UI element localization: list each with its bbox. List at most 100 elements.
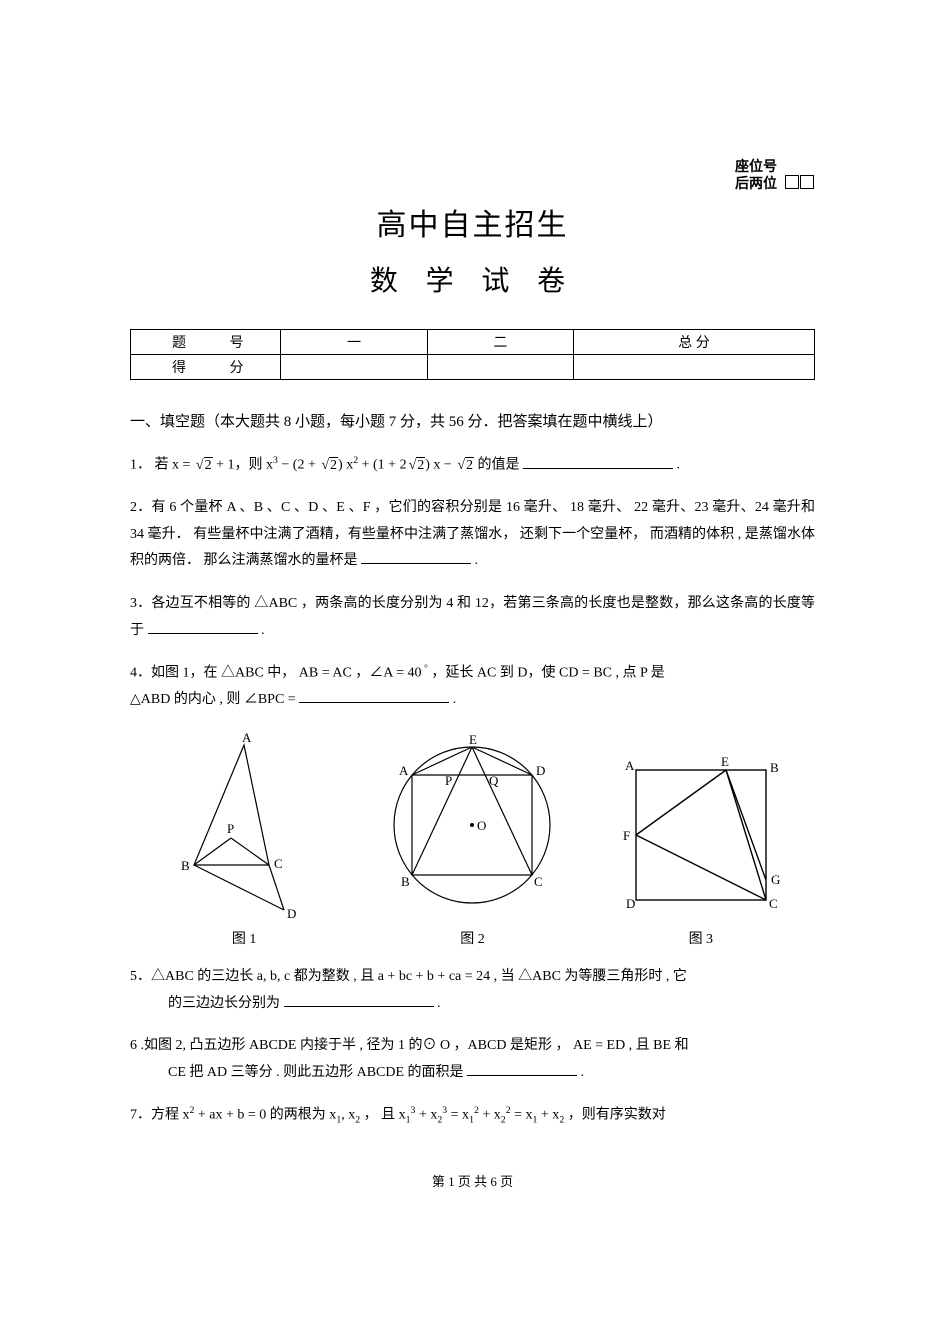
q1-t6: ) x − (425, 458, 455, 473)
q4-t3: △ABD 的内心 , 则 ∠BPC = (130, 692, 299, 707)
score-v-total[interactable] (573, 355, 814, 380)
q7-sub1c: 1 (469, 1115, 474, 1126)
q6-blank[interactable] (467, 1062, 577, 1076)
q1-sqrt2-1: 2 (194, 453, 213, 480)
question-3: 3．各边互不相等的 △ABC ，两条高的长度分别为 4 和 12，若第三条高的长… (130, 591, 815, 644)
q1-sqrt2-4: 2 (455, 453, 474, 480)
question-5: 5．△ABC 的三边长 a, b, c 都为整数 , 且 a + bc + b … (130, 964, 815, 1017)
q7-t5: + x (415, 1108, 437, 1123)
question-1: 1． 若 x = 2 + 1，则 x3 − (2 + 2) x2 + (1 + … (130, 452, 815, 479)
seat-digit-1[interactable] (785, 175, 799, 189)
score-v-1[interactable] (281, 355, 427, 380)
page-footer: 第 1 页 共 6 页 (130, 1171, 815, 1190)
q4-num: 4． (130, 666, 151, 681)
q1-t3: − (2 + (278, 458, 319, 473)
q6-period: . (577, 1065, 584, 1080)
fig3-label-F: F (623, 828, 630, 843)
score-h-2: 二 (427, 330, 573, 355)
q7-t10: ，则有序实数对 (564, 1108, 666, 1123)
q2-period: . (471, 553, 478, 568)
q7-t2: + ax + b = 0 的两根为 x (194, 1108, 336, 1123)
figure-1: A B C D P 图 1 (130, 730, 358, 948)
q7-t9: + x (537, 1108, 559, 1123)
q2-num: 2． (130, 500, 151, 515)
q3-blank[interactable] (148, 620, 258, 634)
fig3-label-A: A (625, 758, 635, 773)
fig2-caption: 图 2 (358, 928, 586, 948)
q6-t2: CE 把 AD 三等分 . 则此五边形 ABCDE 的面积是 (168, 1065, 467, 1080)
seat-label-line2: 后两位 (735, 177, 777, 192)
q4-period: . (449, 692, 456, 707)
fig1-label-B: B (181, 858, 190, 873)
q1-tail: 的值是 (474, 458, 523, 473)
q7-sub2c: 2 (501, 1115, 506, 1126)
q1-num: 1． (130, 458, 151, 473)
q5-blank[interactable] (284, 993, 434, 1007)
q4-t2: ，延长 AC 到 D，使 CD = BC , 点 P 是 (428, 666, 665, 681)
question-4: 4．如图 1，在 △ABC 中， AB = AC ，∠A = 40 ° ，延长 … (130, 660, 815, 714)
seat-squares (785, 175, 815, 194)
fig3-label-G: G (771, 872, 780, 887)
seat-label-line1: 座位号 (735, 160, 777, 175)
fig1-label-D: D (287, 906, 296, 920)
q5-period: . (434, 996, 441, 1011)
section-1-title: 一、填空题（本大题共 8 小题，每小题 7 分，共 56 分．把答案填在题中横线… (130, 410, 815, 434)
seat-digit-2[interactable] (800, 175, 814, 189)
score-h-1: 一 (281, 330, 427, 355)
q7-t7: + x (479, 1108, 501, 1123)
fig3-caption: 图 3 (587, 928, 815, 948)
q6-num: 6 . (130, 1038, 144, 1053)
fig2-label-Q: Q (489, 773, 499, 788)
sub-title: 数 学 试 卷 (130, 259, 815, 299)
q4-t1: 如图 1，在 △ABC 中， AB = AC ，∠A = 40 (151, 666, 422, 681)
fig3-label-D: D (626, 896, 635, 911)
fig2-label-B: B (401, 874, 410, 889)
q1-t4: ) x (338, 458, 353, 473)
q1-sqrt2-3: 2 (407, 453, 426, 480)
fig1-caption: 图 1 (130, 928, 358, 948)
score-table: 题 号 一 二 总 分 得 分 (130, 329, 815, 380)
q1-sqrt2-2: 2 (319, 453, 338, 480)
fig2-label-D: D (536, 763, 545, 778)
figure-1-svg: A B C D P (169, 730, 319, 920)
score-v-2[interactable] (427, 355, 573, 380)
fig2-label-E: E (469, 732, 477, 747)
question-7: 7．方程 x2 + ax + b = 0 的两根为 x1, x2 ， 且 x13… (130, 1102, 815, 1130)
q1-t2: + 1，则 x (213, 458, 273, 473)
q1-blank[interactable] (523, 455, 673, 469)
q1-period: . (673, 458, 680, 473)
q7-sub1b: 1 (406, 1115, 411, 1126)
fig3-label-B: B (770, 760, 779, 775)
q3-num: 3． (130, 596, 151, 611)
q7-num: 7． (130, 1108, 151, 1123)
main-title: 高中自主招生 (130, 200, 815, 244)
q2-blank[interactable] (361, 550, 471, 564)
seat-label: 座位号 后两位 (735, 160, 777, 194)
fig2-label-A: A (399, 763, 409, 778)
fig1-label-C: C (274, 856, 283, 871)
q6-t1: 如图 2, 凸五边形 ABCDE 内接于半 , 径为 1 的⊙ O ，ABCD … (144, 1038, 689, 1053)
fig2-label-P: P (445, 773, 452, 788)
figure-2: E A D B C P Q O 图 2 (358, 730, 586, 948)
q7-t6: = x (447, 1108, 469, 1123)
fig2-label-O: O (477, 818, 486, 833)
score-header-row: 题 号 一 二 总 分 (131, 330, 815, 355)
question-6: 6 .如图 2, 凸五边形 ABCDE 内接于半 , 径为 1 的⊙ O ，AB… (130, 1033, 815, 1086)
score-v-label: 得 分 (131, 355, 281, 380)
score-h-total: 总 分 (573, 330, 814, 355)
q7-t1: 方程 x (151, 1108, 190, 1123)
score-value-row: 得 分 (131, 355, 815, 380)
q3-period: . (258, 623, 265, 638)
fig2-label-C: C (534, 874, 543, 889)
figures-row: A B C D P 图 1 (130, 730, 815, 948)
figure-3: A E B F G C D 图 3 (587, 750, 815, 948)
score-h-label: 题 号 (131, 330, 281, 355)
fig1-label-P: P (227, 821, 234, 836)
fig3-label-E: E (721, 754, 729, 769)
q1-t1: 若 x = (155, 458, 194, 473)
figure-3-svg: A E B F G C D (611, 750, 791, 920)
q4-blank[interactable] (299, 689, 449, 703)
q7-sub2b: 2 (437, 1115, 442, 1126)
fig1-label-A: A (242, 730, 252, 745)
seat-number-box: 座位号 后两位 (735, 160, 815, 194)
